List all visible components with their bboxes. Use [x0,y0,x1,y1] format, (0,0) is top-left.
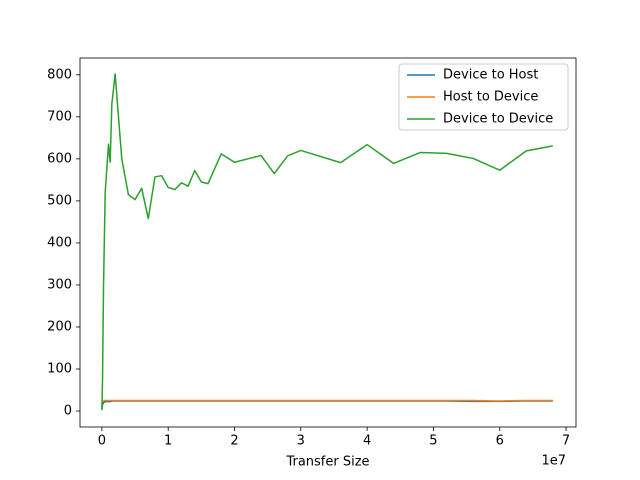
x-tick-label: 3 [297,434,305,449]
x-tick-label: 1 [164,434,172,449]
y-tick-label: 100 [47,362,72,377]
x-tick-label: 7 [562,434,570,449]
y-tick-label: 600 [47,151,72,166]
y-tick-label: 400 [47,235,72,250]
series-line [101,73,553,411]
axes-frame [79,57,577,428]
y-tick-label: 700 [47,109,72,124]
x-scale-label: 1e7 [541,454,566,469]
x-tick-label: 5 [429,434,437,449]
legend-label: Host to Device [443,90,538,105]
x-axis-label: Transfer Size [285,455,369,470]
x-tick-label: 2 [230,434,238,449]
legend-label: Device to Host [443,68,538,83]
y-tick-label: 200 [47,319,72,334]
y-tick-label: 0 [64,404,72,419]
y-tick-label: 800 [47,67,72,82]
legend-label: Device to Device [443,112,553,127]
legend-box [398,63,569,131]
x-tick-label: 6 [496,434,504,449]
x-tick-label: 0 [98,434,106,449]
x-tick-label: 4 [363,434,371,449]
y-tick-label: 300 [47,277,72,292]
series-line [101,399,553,403]
y-tick-label: 500 [47,193,72,208]
series-line [101,400,553,410]
